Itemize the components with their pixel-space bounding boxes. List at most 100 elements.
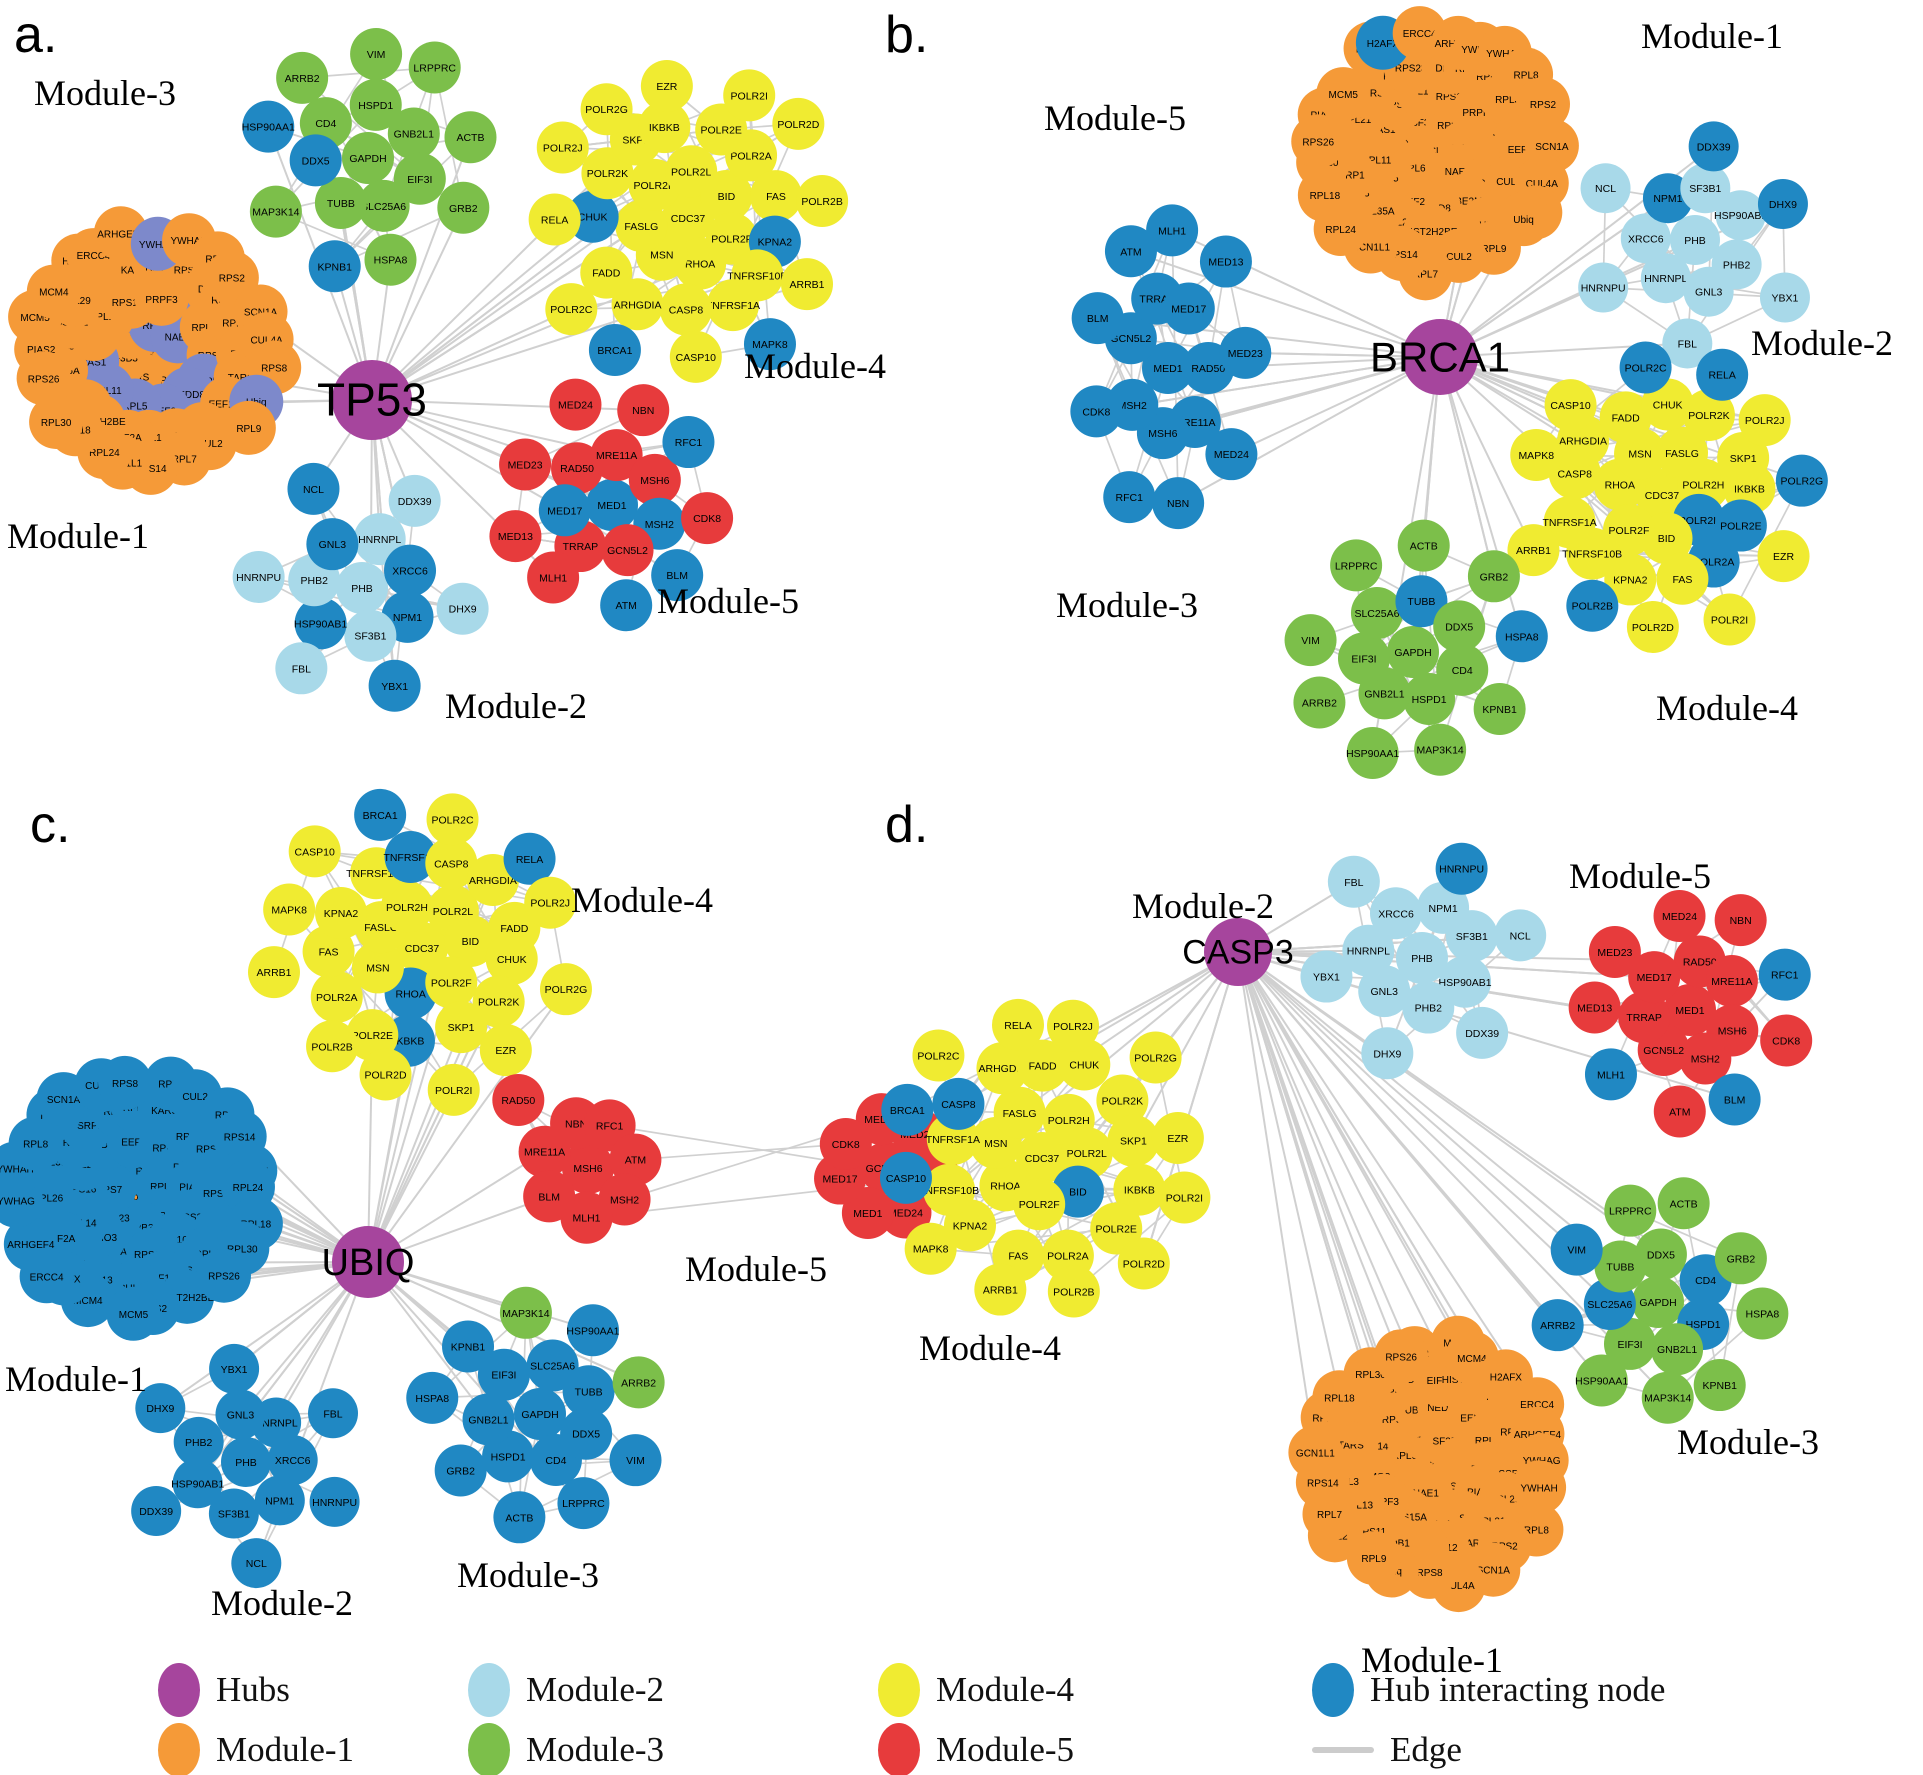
node-SF3B1[interactable]: [208, 1488, 259, 1539]
node-VIM[interactable]: [609, 1434, 662, 1487]
node-CASP8[interactable]: [425, 837, 478, 890]
node-ARRB1[interactable]: [974, 1263, 1027, 1316]
node-TNFRSF1A[interactable]: [384, 831, 437, 884]
node-BID[interactable]: [700, 169, 753, 222]
node-FBL[interactable]: [1662, 318, 1713, 369]
node-TNFRSF1A[interactable]: [706, 279, 759, 332]
node-YBX1[interactable]: [209, 1343, 260, 1394]
node-NPM1[interactable]: [1642, 173, 1693, 224]
node-YWHAH[interactable]: [1512, 1460, 1567, 1515]
node-EIF3I[interactable]: [1603, 1317, 1656, 1370]
node-POLR2I[interactable]: [1703, 593, 1756, 646]
node-DDX39[interactable]: [131, 1485, 182, 1536]
node-HSP90AA1[interactable]: [1346, 726, 1399, 779]
node-KPNA2[interactable]: [1604, 553, 1657, 606]
node-NBN[interactable]: [1714, 894, 1767, 947]
node-POLR2G[interactable]: [539, 963, 592, 1016]
node-MED24[interactable]: [549, 378, 602, 431]
node-DHX9[interactable]: [135, 1383, 186, 1434]
node-GRB2[interactable]: [434, 1444, 487, 1497]
node-CASP10[interactable]: [669, 330, 722, 383]
node-KPNB1[interactable]: [442, 1320, 495, 1373]
node-SF3B1[interactable]: [1680, 163, 1731, 214]
node-HSPA8[interactable]: [406, 1371, 459, 1424]
node-POLR2K[interactable]: [1096, 1074, 1149, 1127]
node-XRCC6[interactable]: [384, 544, 437, 597]
node-MED24[interactable]: [1205, 428, 1258, 481]
node-HNRNPU[interactable]: [1578, 262, 1629, 313]
node-CASP10[interactable]: [1544, 379, 1597, 432]
node-SLC25A6[interactable]: [526, 1339, 579, 1392]
node-BRCA1[interactable]: [354, 788, 407, 841]
node-MLH1[interactable]: [527, 551, 580, 604]
node-ARHGDIA[interactable]: [611, 278, 664, 331]
node-MED13[interactable]: [1568, 981, 1621, 1034]
node-HNRNPU[interactable]: [232, 550, 285, 603]
node-FADD[interactable]: [1599, 391, 1652, 444]
node-NPM1[interactable]: [254, 1475, 305, 1526]
node-MCM5[interactable]: [106, 1286, 161, 1341]
node-ATM[interactable]: [609, 1133, 662, 1186]
node-CHUK[interactable]: [485, 932, 538, 985]
node-BLM[interactable]: [523, 1170, 576, 1223]
node-CASP10[interactable]: [879, 1151, 932, 1204]
node-MRE11A[interactable]: [590, 429, 643, 482]
node-ARHGEF4[interactable]: [3, 1217, 58, 1272]
node-HSP90AB1[interactable]: [172, 1458, 223, 1509]
node-POLR2B[interactable]: [306, 1020, 359, 1073]
node-FBL[interactable]: [308, 1388, 359, 1439]
node-SF3B1[interactable]: [344, 609, 397, 662]
node-HSP90AA1[interactable]: [566, 1304, 619, 1357]
node-POLR2F[interactable]: [1013, 1178, 1066, 1231]
node-POLR2A[interactable]: [310, 970, 363, 1023]
node-POLR2I[interactable]: [1158, 1171, 1211, 1224]
node-POLR2F[interactable]: [1602, 504, 1655, 557]
node-BLM[interactable]: [1708, 1073, 1761, 1126]
node-GCN5L2[interactable]: [601, 524, 654, 577]
node-TRRAP[interactable]: [1618, 991, 1671, 1044]
node-LRPPRC[interactable]: [408, 41, 461, 94]
node-RFC1[interactable]: [662, 416, 715, 469]
node-CDC37[interactable]: [662, 192, 714, 244]
node-MSH2[interactable]: [1679, 1032, 1732, 1085]
node-NCL[interactable]: [231, 1538, 282, 1589]
node-GRB2[interactable]: [1714, 1232, 1767, 1285]
node-CDC37[interactable]: [1016, 1132, 1068, 1184]
node-MED1[interactable]: [841, 1187, 894, 1240]
node-RELA[interactable]: [1696, 348, 1749, 401]
node-ARHGDIA[interactable]: [976, 1042, 1029, 1095]
node-CHUK[interactable]: [566, 190, 619, 243]
node-MAP3K14[interactable]: [1414, 723, 1467, 776]
node-HNRNPL[interactable]: [1640, 253, 1691, 304]
node-GAPDH[interactable]: [514, 1388, 566, 1440]
node-POLR2D[interactable]: [1117, 1237, 1170, 1290]
node-DDX39[interactable]: [388, 474, 441, 527]
node-HNRNPU[interactable]: [1435, 842, 1488, 895]
node-MRE11A[interactable]: [1705, 955, 1758, 1008]
node-RFC1[interactable]: [1758, 948, 1811, 1001]
node-POLR2J[interactable]: [524, 876, 577, 929]
node-NCL[interactable]: [287, 462, 340, 515]
node-PHB2[interactable]: [1402, 981, 1455, 1034]
node-NBN[interactable]: [1152, 477, 1205, 530]
node-TUBB[interactable]: [314, 176, 367, 229]
node-POLR2E[interactable]: [346, 1009, 399, 1062]
node-BLM[interactable]: [651, 549, 704, 602]
node-EZR[interactable]: [1757, 530, 1810, 583]
node-MSH6[interactable]: [562, 1142, 614, 1194]
node-RPL30[interactable]: [29, 394, 84, 449]
node-HNRNPU[interactable]: [309, 1476, 360, 1527]
node-GNL3[interactable]: [215, 1389, 266, 1440]
node-MED13[interactable]: [489, 510, 542, 563]
node-DDX5[interactable]: [1634, 1228, 1687, 1281]
node-XRCC6[interactable]: [1620, 213, 1671, 264]
node-GNB2L1[interactable]: [462, 1393, 515, 1446]
node-ARRB2[interactable]: [276, 51, 329, 104]
node-MAP3K14[interactable]: [499, 1286, 552, 1339]
node-DHX9[interactable]: [1361, 1027, 1414, 1080]
node-RPS26[interactable]: [16, 351, 71, 406]
node-CDK8[interactable]: [1070, 385, 1123, 438]
node-BRCA1[interactable]: [881, 1083, 934, 1136]
node-MED17[interactable]: [1162, 282, 1215, 335]
node-HSP90AA1[interactable]: [242, 100, 295, 153]
